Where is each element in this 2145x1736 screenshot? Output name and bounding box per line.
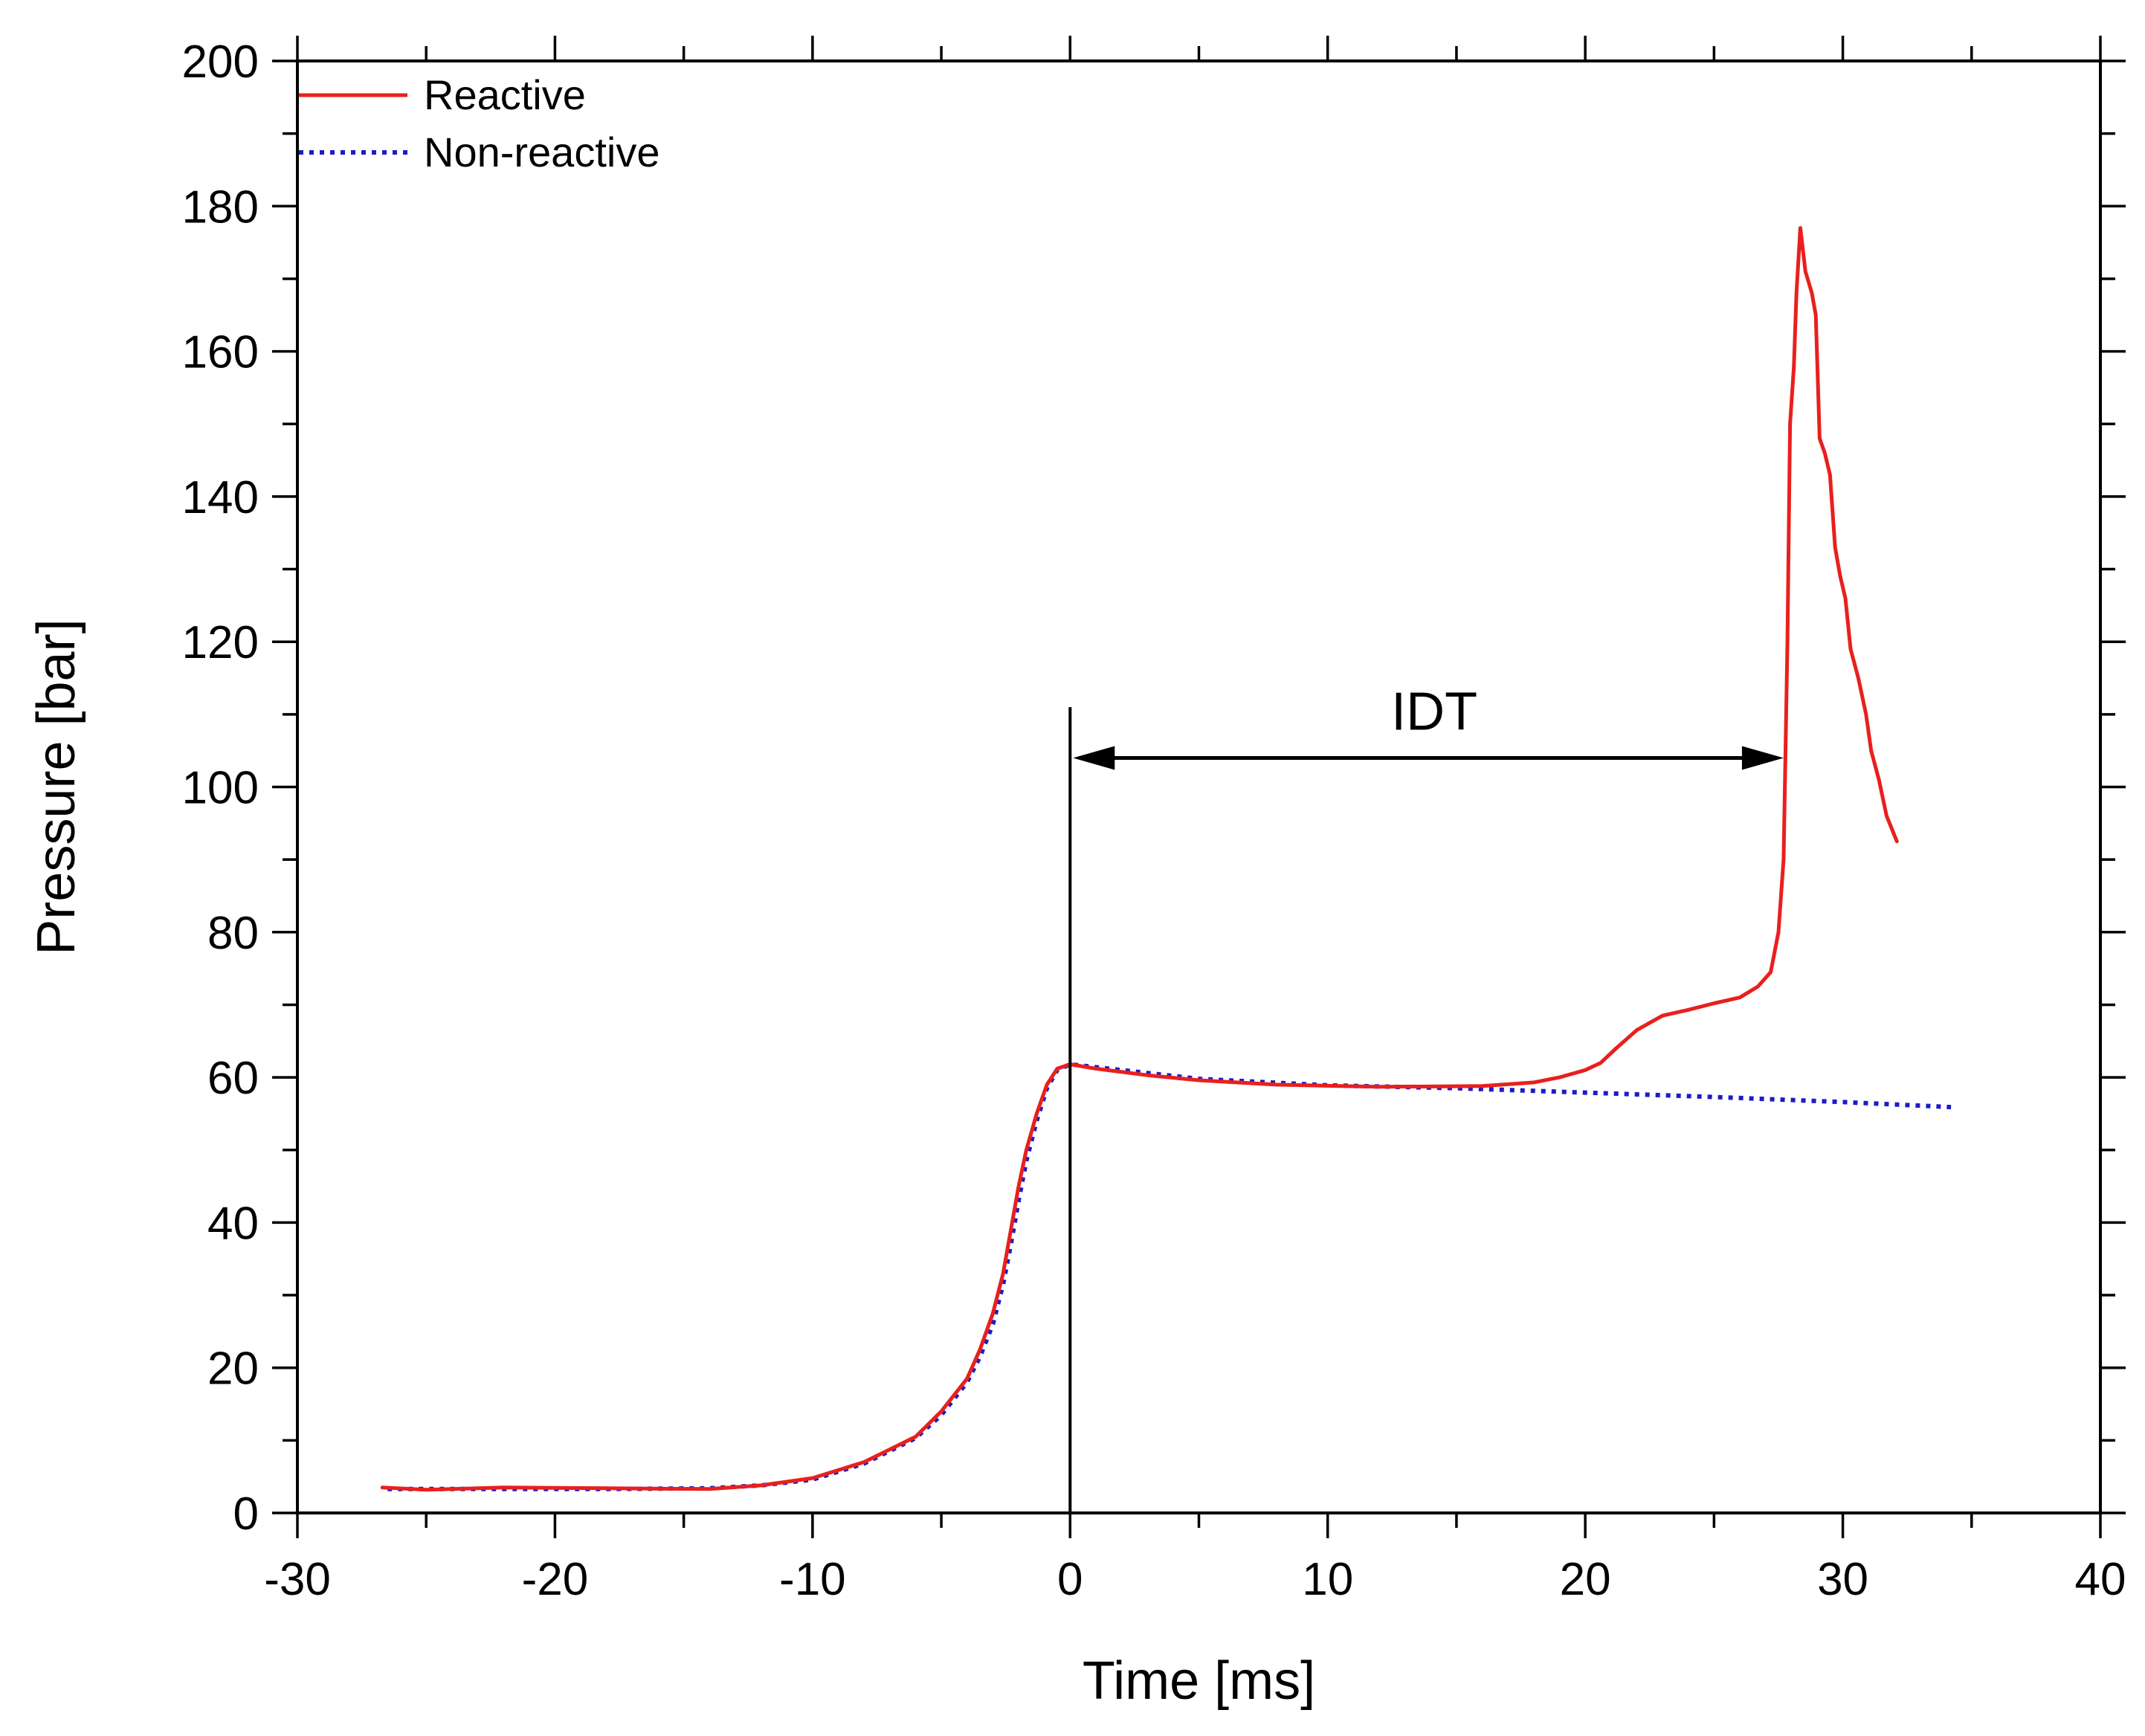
x-tick-label: 40 bbox=[2075, 1554, 2126, 1605]
legend-label-non-reactive: Non-reactive bbox=[424, 129, 659, 175]
y-tick-label: 120 bbox=[182, 617, 259, 668]
x-axis-title: Time [ms] bbox=[1083, 1651, 1315, 1711]
y-tick-label: 0 bbox=[233, 1488, 259, 1540]
y-tick-label: 20 bbox=[207, 1343, 259, 1395]
idt-arrowhead-right bbox=[1741, 746, 1784, 770]
idt-arrowhead-left bbox=[1073, 746, 1115, 770]
idt-annotation-label: IDT bbox=[1391, 682, 1477, 741]
x-tick-label: -30 bbox=[264, 1554, 331, 1605]
y-tick-label: 40 bbox=[207, 1198, 259, 1249]
plot-frame bbox=[296, 59, 2102, 1514]
y-tick-label: 140 bbox=[182, 472, 259, 523]
y-tick-label: 60 bbox=[207, 1053, 259, 1104]
x-tick-label: 0 bbox=[1057, 1554, 1083, 1605]
series-line-reactive bbox=[380, 226, 1899, 1492]
y-tick-label: 180 bbox=[182, 181, 259, 233]
series-layer bbox=[380, 226, 1952, 1492]
legend: Reactive Non-reactive bbox=[299, 71, 659, 175]
series-line-non-reactive bbox=[387, 1062, 1952, 1491]
legend-label-reactive: Reactive bbox=[424, 71, 586, 118]
y-tick-label: 200 bbox=[182, 36, 259, 88]
x-tick-label: -10 bbox=[779, 1554, 846, 1605]
y-tick-label: 160 bbox=[182, 327, 259, 378]
annotation-layer bbox=[1068, 707, 1784, 1513]
x-tick-label: 20 bbox=[1560, 1554, 1611, 1605]
y-tick-label: 80 bbox=[207, 908, 259, 959]
x-tick-label: -20 bbox=[522, 1554, 589, 1605]
x-tick-label: 30 bbox=[1817, 1554, 1868, 1605]
axis-ticks bbox=[272, 36, 2126, 1538]
x-tick-label: 10 bbox=[1302, 1554, 1353, 1605]
tick-labels: -30 -20 -10 0 10 20 30 40 0 20 40 60 80 100 120 140 160 1… bbox=[182, 36, 2126, 1605]
y-tick-label: 100 bbox=[182, 763, 259, 814]
y-axis-title: Pressure [bar] bbox=[27, 619, 86, 955]
